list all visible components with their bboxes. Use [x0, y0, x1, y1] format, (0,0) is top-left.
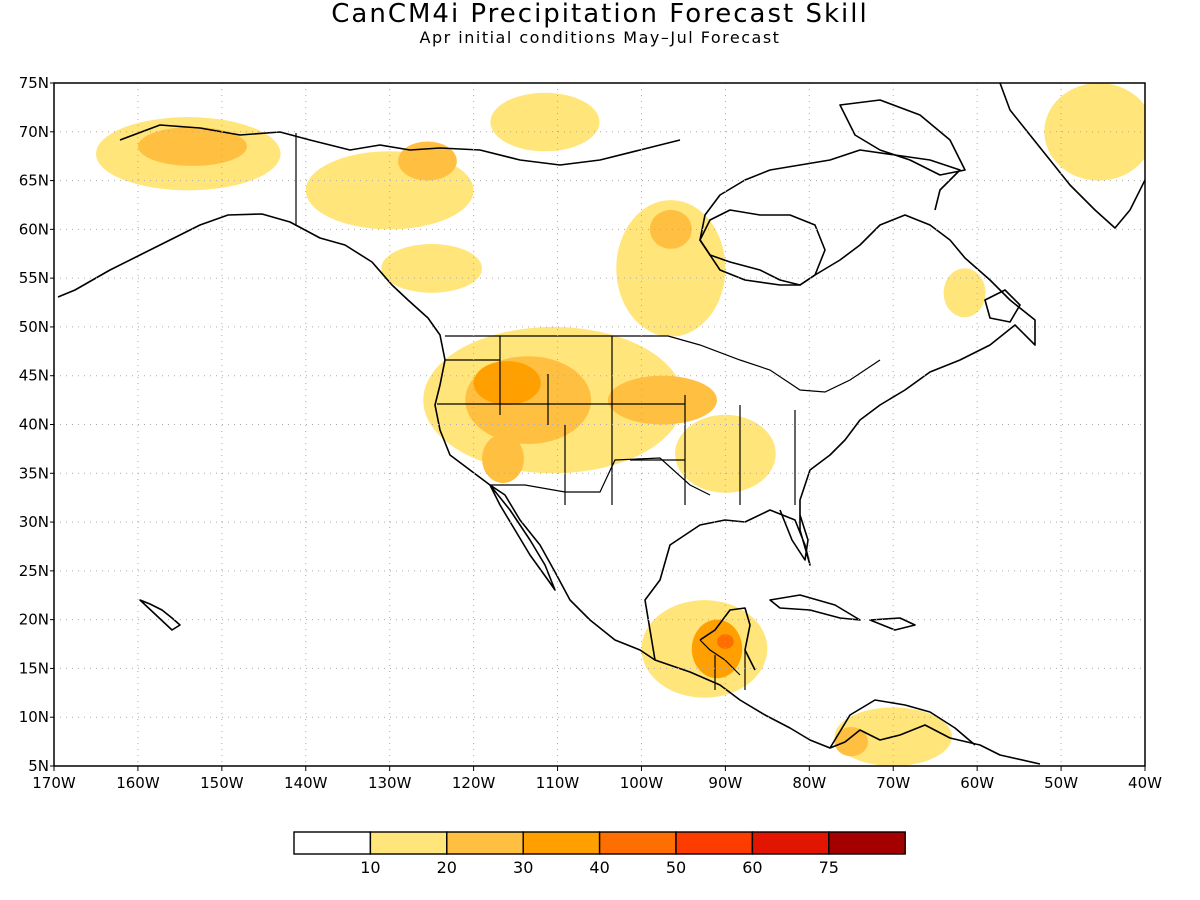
hawaii	[139, 599, 181, 631]
baffin-island	[839, 99, 966, 176]
gulf-of-mexico-coast	[644, 149, 1036, 661]
skill-region-alaska-core	[137, 126, 248, 166]
legend-labels: 10 20 30 40 50 60 75	[360, 858, 839, 877]
lat-tick-label: 50N	[19, 318, 49, 336]
mexico-central-america-borders	[699, 639, 746, 690]
legend-color-box	[751, 831, 830, 855]
political-borders	[295, 133, 881, 690]
skill-region-guatemala-yucatan	[691, 619, 743, 679]
legend-color-boxes	[293, 831, 906, 855]
newfoundland	[984, 289, 1021, 323]
lat-tick-label: 30N	[19, 513, 49, 531]
skill-region-arctic-islands	[490, 92, 600, 152]
lon-tick-label: 170W	[32, 774, 76, 792]
legend-label: 10	[360, 858, 380, 877]
lat-tick-label: 45N	[19, 367, 49, 385]
map-subtitle: Apr initial conditions May–Jul Forecast	[419, 28, 781, 47]
legend-color-box	[293, 831, 372, 855]
lon-tick-label: 100W	[620, 774, 664, 792]
lon-tick-label: 50W	[1044, 774, 1078, 792]
lon-tick-label: 40W	[1128, 774, 1162, 792]
lat-tick-label: 70N	[19, 123, 49, 141]
longitude-tick-labels: 170W 160W 150W 140W 130W 120W 110W 100W 90W 80W 70…	[32, 766, 1162, 792]
legend-color-box	[522, 831, 601, 855]
lon-tick-label: 150W	[200, 774, 244, 792]
lat-tick-label: 25N	[19, 562, 49, 580]
skill-region-colombia-core	[834, 726, 869, 757]
lat-tick-label: 15N	[19, 659, 49, 677]
lat-tick-label: 65N	[19, 172, 49, 190]
lat-tick-label: 75N	[19, 74, 49, 92]
baja-california	[489, 484, 556, 591]
cuba	[769, 594, 861, 621]
lat-tick-label: 5N	[28, 757, 49, 775]
lat-tick-label: 60N	[19, 220, 49, 238]
lon-tick-label: 70W	[876, 774, 910, 792]
us-state-lines	[437, 336, 796, 505]
skill-shading	[95, 83, 1145, 766]
legend-label: 60	[742, 858, 762, 877]
skill-region-hudson-bay-west-core	[649, 209, 692, 249]
north-america-coastline	[57, 213, 1041, 765]
legend-color-box	[369, 831, 448, 855]
skill-region-labrador	[943, 268, 986, 318]
legend-color-box	[446, 831, 524, 855]
lon-tick-label: 130W	[368, 774, 412, 792]
lat-tick-label: 35N	[19, 464, 49, 482]
us-canada-border	[445, 335, 881, 393]
hudson-bay	[699, 209, 826, 286]
hispaniola	[869, 617, 916, 631]
legend-color-box	[675, 831, 754, 855]
legend-color-box	[828, 831, 906, 855]
skill-region-plains-iowa	[607, 375, 717, 425]
lon-tick-label: 120W	[452, 774, 496, 792]
skill-region-midwest-ohio-valley	[675, 414, 776, 493]
skill-region-hudson-bay-west	[616, 200, 726, 337]
florida-coast	[779, 509, 809, 561]
south-america-coast	[829, 699, 976, 749]
legend-label: 40	[589, 858, 609, 877]
lon-tick-label: 160W	[116, 774, 160, 792]
legend-label: 30	[513, 858, 533, 877]
skill-region-bc-interior	[381, 243, 483, 293]
lat-tick-label: 10N	[19, 708, 49, 726]
map-title: CanCM4i Precipitation Forecast Skill	[331, 0, 869, 29]
legend-label: 20	[437, 858, 457, 877]
arctic-coast	[119, 124, 681, 166]
latitude-tick-labels: 5N 10N 15N 20N 25N 30N 35N 40N 45N 50N 55N 60N 65N 70…	[19, 74, 54, 775]
legend-color-box	[598, 831, 677, 855]
coastline-outlines	[57, 83, 1145, 765]
legend-label: 75	[819, 858, 839, 877]
lat-tick-label: 40N	[19, 416, 49, 434]
skill-region-greenland	[1044, 83, 1145, 181]
lon-tick-label: 140W	[284, 774, 328, 792]
lat-tick-label: 20N	[19, 611, 49, 629]
skill-region-nevada-south	[482, 434, 524, 484]
lon-tick-label: 90W	[708, 774, 742, 792]
lon-tick-label: 80W	[792, 774, 826, 792]
skill-region-nwt-arctic-coast	[398, 141, 457, 181]
legend-label: 50	[666, 858, 686, 877]
skill-region-idaho-max	[473, 361, 541, 405]
greenland-coast	[999, 83, 1145, 229]
lon-tick-label: 110W	[536, 774, 580, 792]
lon-tick-label: 60W	[960, 774, 994, 792]
lat-tick-label: 55N	[19, 269, 49, 287]
forecast-skill-map: 170W 160W 150W 140W 130W 120W 110W 100W 90W 80W 70…	[19, 74, 1162, 792]
